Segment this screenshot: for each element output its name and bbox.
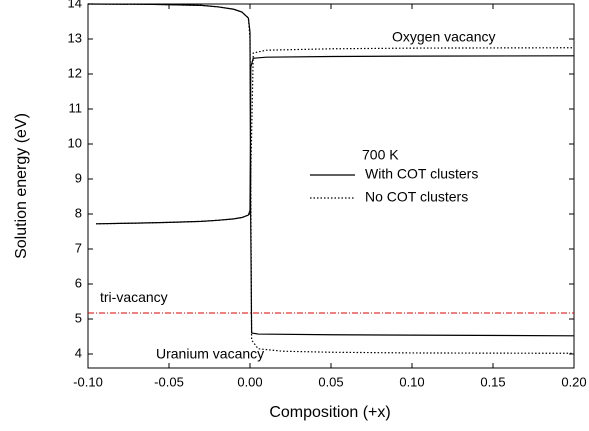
x-tick-label: 0.00 (237, 374, 262, 389)
legend-title: 700 K (362, 147, 399, 163)
y-tick-label: 12 (68, 65, 82, 80)
x-tick-label: 0.05 (318, 374, 343, 389)
x-tick-label: 0.10 (399, 374, 424, 389)
x-tick-label: 0.15 (480, 374, 505, 389)
y-tick-label: 9 (75, 170, 82, 185)
y-tick-label: 8 (75, 205, 82, 220)
y-tick-label: 5 (75, 310, 82, 325)
y-tick-label: 14 (68, 0, 82, 10)
y-tick-label: 10 (68, 135, 82, 150)
x-tick-label: 0.20 (561, 374, 586, 389)
series-line (87, 3, 575, 337)
legend-label: No COT clusters (365, 189, 468, 205)
reference-label: tri-vacancy (100, 289, 168, 305)
annotation: Uranium vacancy (156, 346, 264, 362)
y-tick-label: 11 (69, 100, 83, 115)
y-axis-label: Solution energy (eV) (13, 113, 30, 259)
y-tick-label: 13 (68, 30, 82, 45)
x-tick-label: -0.05 (154, 374, 184, 389)
x-tick-label: -0.10 (73, 374, 103, 389)
y-tick-label: 7 (75, 240, 82, 255)
y-tick-label: 6 (75, 275, 82, 290)
y-tick-label: 4 (75, 345, 82, 360)
legend-label: With COT clusters (365, 166, 478, 182)
series-line (87, 3, 575, 354)
annotation: Oxygen vacancy (392, 29, 496, 45)
x-axis-label: Composition (+x) (269, 404, 390, 421)
